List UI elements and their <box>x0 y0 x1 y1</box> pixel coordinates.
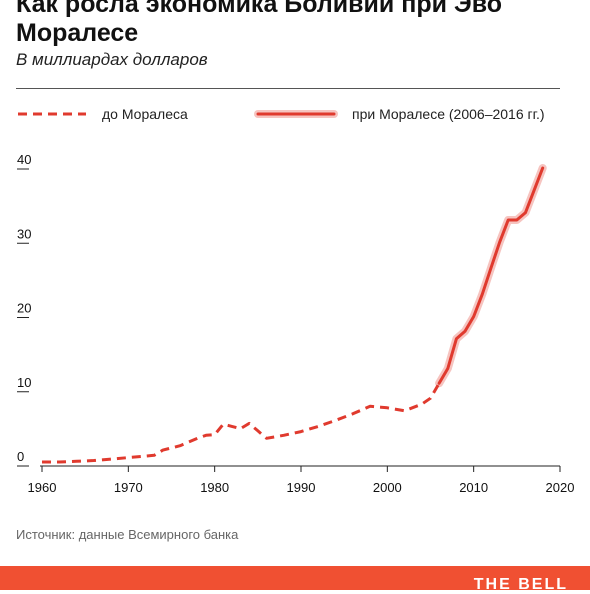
brand-logo: THE BELL <box>473 576 568 593</box>
y-tick-label: 30 <box>17 226 31 241</box>
series-glow-morales <box>435 164 547 388</box>
legend-label-morales: при Моралесе (2006–2016 гг.) <box>352 106 545 122</box>
x-tick-label: 1980 <box>200 480 229 495</box>
series-line-morales <box>437 166 545 385</box>
legend: до Моралеса при Моралесе (2006–2016 гг.) <box>16 106 576 130</box>
header-divider <box>16 88 560 89</box>
y-tick-label: 20 <box>17 301 31 316</box>
x-tick-label: 1970 <box>114 480 143 495</box>
x-tick-label: 2020 <box>546 480 575 495</box>
legend-swatch-solid <box>254 110 338 118</box>
y-tick-label: 10 <box>17 375 31 390</box>
legend-swatch-dashed <box>18 112 86 116</box>
x-tick-label: 1990 <box>287 480 316 495</box>
legend-item-before: до Моралеса <box>16 106 188 122</box>
y-tick-label: 0 <box>17 449 24 464</box>
x-tick-label: 1960 <box>28 480 57 495</box>
source-note: Источник: данные Всемирного банка <box>16 527 239 542</box>
chart-title: Как росла экономика Боливии при Эво Мора… <box>16 0 502 47</box>
line-chart: 1960 1970 1980 1990 2000 2010 2020 0 10 20 30 40 <box>17 152 575 495</box>
legend-label-before: до Моралеса <box>102 106 188 122</box>
series-line-before-morales <box>42 382 441 464</box>
y-tick-label: 40 <box>17 152 31 167</box>
x-tick-label: 2010 <box>459 480 488 495</box>
chart-subtitle: В миллиардах долларов <box>16 50 208 69</box>
legend-item-morales: при Моралесе (2006–2016 гг.) <box>254 106 545 122</box>
x-tick-label: 2000 <box>373 480 402 495</box>
footer-bar: THE BELL <box>0 566 590 593</box>
